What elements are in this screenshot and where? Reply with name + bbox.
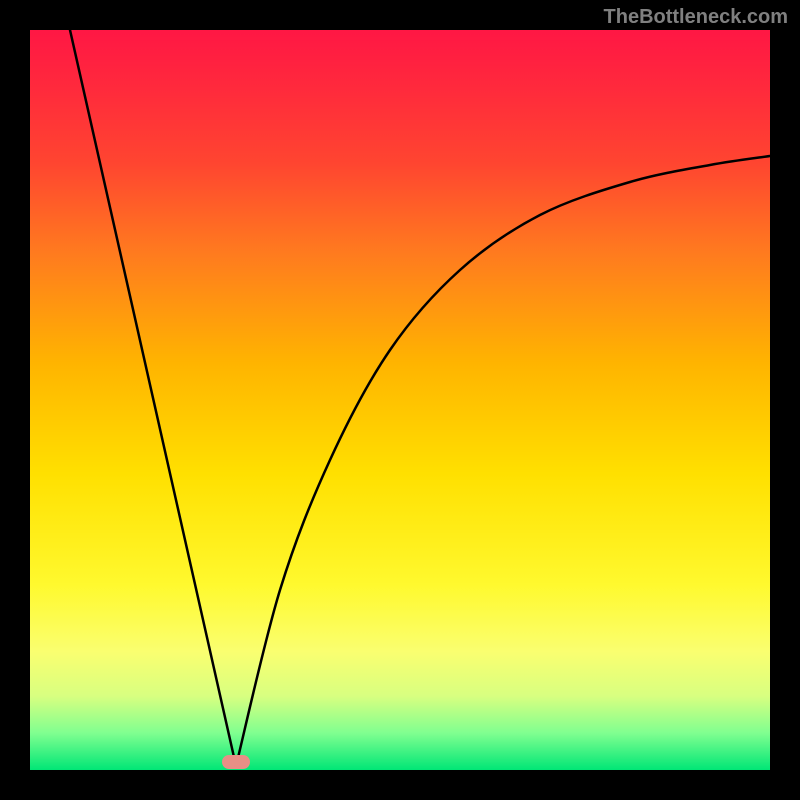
optimal-point-marker: [222, 755, 250, 769]
watermark-text: TheBottleneck.com: [604, 6, 788, 29]
plot-area: [30, 30, 770, 770]
chart-frame: TheBottleneck.com: [0, 0, 800, 800]
bottleneck-curve: [30, 30, 770, 770]
